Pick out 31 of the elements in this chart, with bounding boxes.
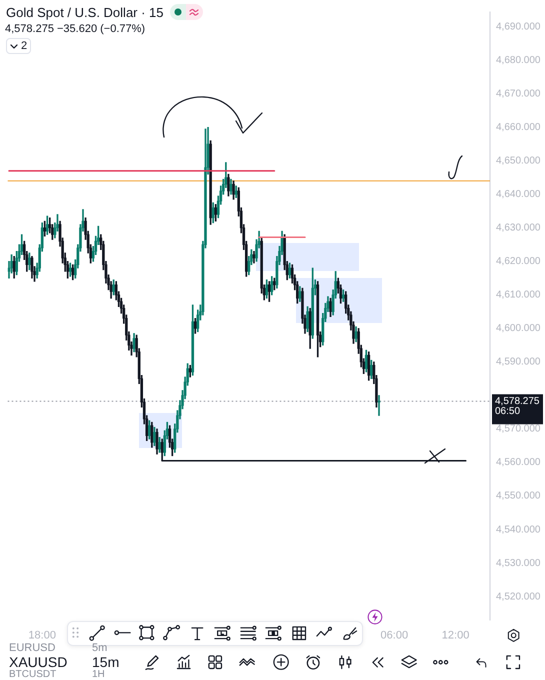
y-tick-label: 4,680.000 (496, 55, 541, 66)
y-tick-label: 4,560.000 (496, 457, 541, 468)
x-tick-label: 18:00 (28, 630, 56, 642)
y-tick-label: 4,520.000 (496, 591, 541, 602)
text: 06:50 (495, 406, 520, 417)
y-tick-label: 4,540.000 (496, 524, 541, 536)
y-tick-label: 4,640.000 (496, 189, 541, 200)
annotation: 2 (21, 40, 28, 52)
y-tick-label: 4,530.000 (496, 558, 541, 569)
y-tick-label: 4,620.000 (496, 256, 541, 268)
y-tick-label: 4,590.000 (496, 356, 541, 368)
x-tick-label: 12:00 (442, 630, 470, 642)
text: EURUSD (9, 642, 56, 654)
y-tick-label: 4,690.000 (496, 22, 541, 32)
x-tick-label: 06:00 (380, 630, 408, 642)
text: 5m (92, 642, 108, 654)
text: BTCUSDT (9, 669, 56, 680)
ref-line-label: 4,578.275 (495, 396, 540, 407)
y-tick-label: 4,670.000 (496, 88, 541, 100)
y-tick-label: 4,660.000 (496, 122, 541, 134)
y-tick-label: 4,570.000 (496, 424, 541, 435)
y-tick-label: 4,650.000 (496, 156, 541, 167)
text: 1H (92, 669, 105, 680)
y-tick-label: 4,550.000 (496, 490, 541, 502)
y-tick-label: 4,600.000 (496, 323, 541, 334)
text: XAUUSD (9, 654, 68, 670)
text: 4,578.275 −35.620 (−0.77%) (5, 23, 146, 35)
y-tick-label: 4,630.000 (496, 222, 541, 234)
text: 15m (92, 654, 120, 670)
chart-title: Gold Spot / U.S. Dollar · 15 (6, 4, 164, 20)
y-tick-label: 4,610.000 (496, 290, 541, 301)
